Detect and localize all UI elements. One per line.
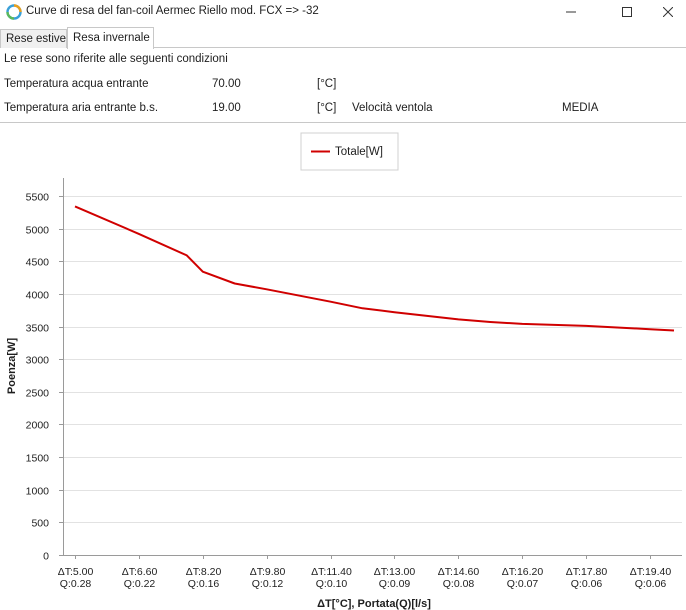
water-temp-value: 70.00: [212, 78, 241, 90]
x-tick-label: Q:0.08: [443, 578, 475, 590]
air-temp-label: Temperatura aria entrante b.s.: [4, 102, 159, 114]
y-tick-label: 4500: [26, 257, 50, 269]
conditions-intro: Le rese sono riferite alle seguenti cond…: [4, 53, 228, 65]
minimize-icon: [566, 11, 576, 13]
conditions-panel: Le rese sono riferite alle seguenti cond…: [0, 48, 686, 123]
x-tick-label: Q:0.07: [507, 578, 539, 590]
x-tick-label: Q:0.09: [379, 578, 411, 590]
close-button[interactable]: [650, 0, 686, 24]
maximize-icon: [622, 7, 632, 17]
y-tick-label: 1500: [26, 453, 50, 465]
y-tick-label: 5500: [26, 192, 50, 204]
x-tick-label: Q:0.28: [60, 578, 92, 590]
x-tick-label: ΔT:11.40: [311, 566, 352, 578]
series: [74, 205, 675, 332]
maximize-button[interactable]: [604, 0, 650, 24]
title-bar: Curve di resa del fan-coil Aermec Riello…: [0, 0, 686, 24]
tab-strip: Rese estive Resa invernale: [0, 27, 686, 49]
x-tick-label: ΔT:19.40: [630, 566, 672, 578]
x-tick-label: Q:0.06: [571, 578, 603, 590]
x-tick-label: Q:0.10: [316, 578, 348, 590]
water-temp-unit: [°C]: [317, 78, 337, 90]
y-tick-label: 2000: [26, 420, 50, 432]
x-tick-label: ΔT:13.00: [374, 566, 416, 578]
x-tick-label: ΔT:16.20: [502, 566, 544, 578]
x-tick-label: Q:0.22: [124, 578, 156, 590]
y-tick-label: 3500: [26, 323, 50, 335]
x-tick-label: Q:0.06: [635, 578, 667, 590]
fan-speed-value: MEDIA: [562, 102, 599, 114]
x-tick-label: ΔT:9.80: [250, 566, 286, 578]
y-tick-label: 4000: [26, 290, 50, 302]
minimize-button[interactable]: [548, 0, 594, 24]
y-tick-label: 5000: [26, 225, 50, 237]
y-tick-label: 2500: [26, 388, 50, 400]
window-title: Curve di resa del fan-coil Aermec Riello…: [26, 5, 319, 17]
axes: 0 500 1000 1500 2000 2500 3000 3500 4000 4500 5000…: [26, 178, 682, 590]
x-tick-label: ΔT:14.60: [438, 566, 480, 578]
x-tick-label: ΔT:17.80: [566, 566, 608, 578]
series-line-totale: [74, 205, 675, 332]
y-tick-label: 3000: [26, 355, 50, 367]
close-icon: [663, 7, 673, 17]
air-temp-unit: [°C]: [317, 102, 337, 114]
x-tick-label: ΔT:6.60: [122, 566, 158, 578]
x-tick-label: ΔT:5.00: [58, 566, 94, 578]
fan-speed-label: Velocità ventola: [352, 102, 433, 114]
y-tick-label: 0: [43, 551, 49, 563]
y-axis-title: Poenza[W]: [6, 338, 18, 395]
tab-rese-estive[interactable]: Rese estive: [0, 29, 67, 48]
x-tick-label: Q:0.12: [252, 578, 284, 590]
air-temp-value: 19.00: [212, 102, 241, 114]
legend: Totale[W]: [300, 132, 399, 171]
grid: [63, 196, 682, 523]
power-chart: Totale[W] 0 500 1000 1500 2000 2500 3000 3500 40…: [6, 132, 682, 610]
app-logo-icon: [6, 4, 22, 20]
x-tick-label: ΔT:8.20: [186, 566, 222, 578]
y-tick-label: 500: [31, 518, 49, 530]
tab-resa-invernale[interactable]: Resa invernale: [67, 27, 154, 49]
chart-area: Totale[W] 0 500 1000 1500 2000 2500 3000 3500 40…: [0, 123, 686, 610]
x-tick-label: Q:0.16: [188, 578, 220, 590]
y-tick-label: 1000: [26, 486, 50, 498]
x-axis-title: ΔT[°C], Portata(Q)[l/s]: [317, 598, 431, 610]
water-temp-label: Temperatura acqua entrante: [4, 78, 149, 90]
legend-label: Totale[W]: [335, 146, 383, 158]
